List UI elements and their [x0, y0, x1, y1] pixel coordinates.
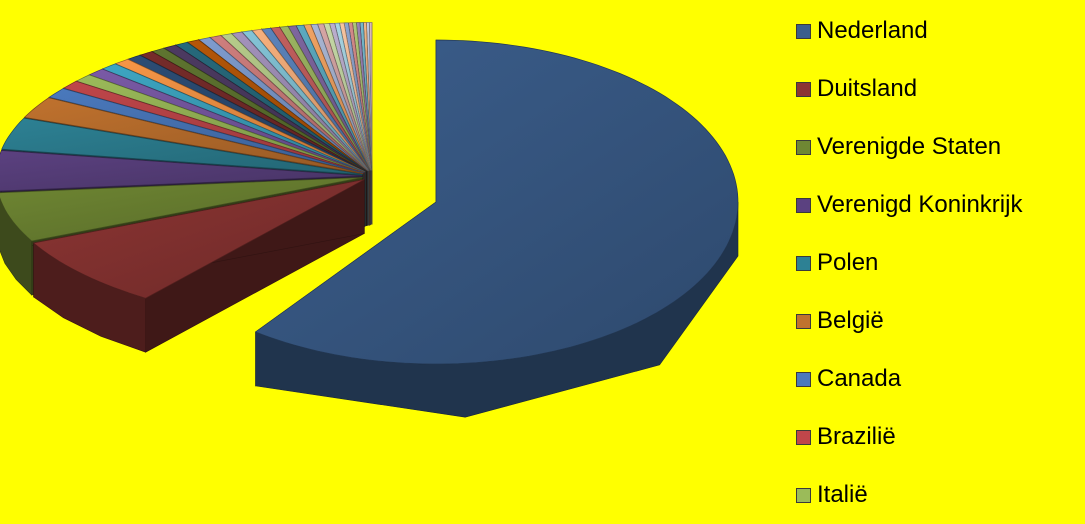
pie-slice-top: [62, 80, 365, 174]
legend-label: Nederland: [817, 17, 928, 44]
legend: Nederland Duitsland Verenigde Staten Vereni…: [796, 2, 1085, 524]
legend-item: Nederland: [796, 2, 1085, 60]
legend-item: Polen: [796, 234, 1085, 292]
pie-slice-top: [48, 88, 364, 174]
legend-item: Italië: [796, 466, 1085, 524]
legend-swatch: [796, 313, 811, 329]
legend-label: Verenigd Koninkrijk: [817, 191, 1023, 218]
legend-swatch: [796, 255, 811, 271]
pie-slice: [32, 178, 365, 353]
legend-item: Brazilië: [796, 408, 1085, 466]
legend-label: Brazilië: [817, 423, 896, 450]
pie-chart: [0, 22, 739, 418]
legend-item: Verenigde Staten: [796, 118, 1085, 176]
legend-swatch: [796, 81, 811, 97]
legend-item: Canada: [796, 350, 1085, 408]
legend-item: België: [796, 292, 1085, 350]
pie-slice-top: [23, 97, 364, 174]
pie-slice-top: [0, 177, 363, 242]
legend-label: Polen: [817, 249, 879, 276]
legend-label: Duitsland: [817, 75, 918, 102]
pie-slice-main: [254, 39, 739, 418]
legend-label: Verenigde Staten: [817, 133, 1002, 160]
legend-swatch: [796, 487, 811, 503]
legend-swatch: [796, 139, 811, 155]
legend-item: Verenigd Koninkrijk: [796, 176, 1085, 234]
legend-swatch: [796, 197, 811, 213]
legend-label: België: [817, 307, 884, 334]
pie-slice-top: [1, 117, 363, 175]
pie-slice-top: [32, 179, 365, 299]
legend-item: Duitsland: [796, 60, 1085, 118]
pie-slice-top: [254, 39, 739, 365]
legend-label: Italië: [817, 481, 868, 508]
legend-swatch: [796, 371, 811, 387]
pie-slice-top: [0, 150, 363, 192]
legend-swatch: [796, 23, 811, 39]
legend-label: Canada: [817, 365, 902, 392]
legend-swatch: [796, 429, 811, 445]
